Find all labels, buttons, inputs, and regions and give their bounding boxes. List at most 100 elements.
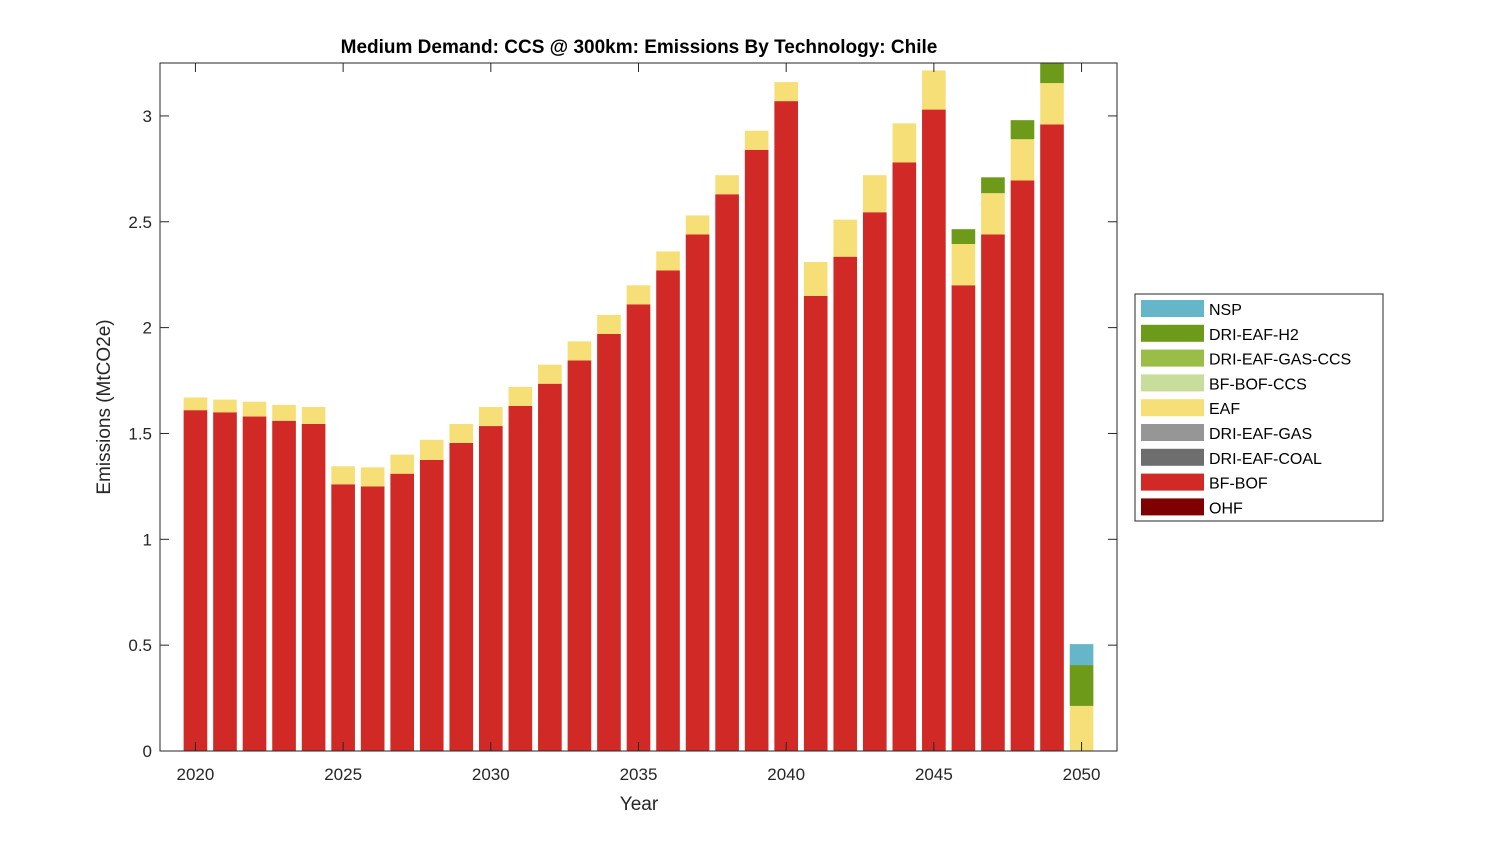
bar-nsp-2050 <box>1069 644 1094 666</box>
bar-bf-bof-2022 <box>242 416 267 751</box>
bar-eaf-2028 <box>419 439 444 460</box>
legend: NSP DRI-EAF-H2 DRI-EAF-GAS-CCS BF-BOF-CCS EA… <box>1134 293 1384 522</box>
bar-dri-eaf-h2-2046 <box>951 229 976 244</box>
bar-eaf-2050 <box>1069 705 1094 751</box>
y-axis-label: Emissions (MtCO2e) <box>94 319 115 494</box>
legend-label-dri-eaf-coal: DRI-EAF-COAL <box>1209 451 1322 468</box>
bar-bf-bof-2045 <box>922 109 946 751</box>
x-tick-label: 2050 <box>1063 765 1101 784</box>
bar-eaf-2034 <box>597 314 621 334</box>
bar-eaf-2021 <box>213 399 237 413</box>
bar-dri-eaf-h2-2050 <box>1069 665 1094 706</box>
legend-label-eaf: EAF <box>1209 401 1240 418</box>
y-tick-label: 2 <box>143 319 152 338</box>
bar-eaf-2049 <box>1040 83 1064 125</box>
bar-bf-bof-2043 <box>862 212 887 751</box>
bar-bf-bof-2030 <box>479 426 503 751</box>
legend-label-nsp: NSP <box>1209 302 1242 319</box>
bar-eaf-2048 <box>1010 139 1035 181</box>
y-tick-label: 0 <box>143 742 152 761</box>
legend-label-dri-eaf-gas-ccs: DRI-EAF-GAS-CCS <box>1209 352 1351 369</box>
bar-bf-bof-2035 <box>626 304 651 751</box>
bars-group <box>183 63 1094 751</box>
bar-bf-bof-2024 <box>301 423 326 751</box>
legend-label-ohf: OHF <box>1209 500 1243 517</box>
bar-bf-bof-2033 <box>567 360 592 751</box>
legend-swatch-bf-bof-ccs <box>1141 374 1204 392</box>
bar-eaf-2023 <box>272 404 296 421</box>
x-tick-label: 2030 <box>472 765 510 784</box>
bar-eaf-2020 <box>183 397 208 411</box>
bar-eaf-2045 <box>922 70 946 110</box>
y-tick-label: 1.5 <box>128 424 152 443</box>
legend-swatch-dri-eaf-gas-ccs <box>1141 349 1204 367</box>
legend-label-dri-eaf-gas: DRI-EAF-GAS <box>1209 426 1312 443</box>
bar-bf-bof-2031 <box>508 405 533 751</box>
y-tick-label: 3 <box>143 107 152 126</box>
bar-bf-bof-2042 <box>833 256 858 751</box>
x-tick-label: 2045 <box>915 765 953 784</box>
bar-bf-bof-2026 <box>360 486 385 751</box>
y-tick-label: 1 <box>143 530 152 549</box>
bar-eaf-2037 <box>685 215 710 235</box>
bar-bf-bof-2028 <box>419 459 444 751</box>
bar-bf-bof-2032 <box>538 383 562 751</box>
bar-eaf-2040 <box>774 82 798 102</box>
bar-eaf-2029 <box>449 423 474 443</box>
legend-swatch-nsp <box>1141 300 1204 317</box>
legend-swatch-dri-eaf-h2 <box>1141 324 1204 342</box>
x-tick-label: 2035 <box>620 765 658 784</box>
bar-eaf-2030 <box>479 407 503 427</box>
bar-bf-bof-2046 <box>951 285 976 751</box>
bar-eaf-2038 <box>715 175 739 195</box>
bar-eaf-2041 <box>803 261 828 296</box>
bar-bf-bof-2037 <box>685 234 710 751</box>
legend-label-dri-eaf-h2: DRI-EAF-H2 <box>1209 327 1299 344</box>
bar-bf-bof-2029 <box>449 442 474 751</box>
bar-bf-bof-2048 <box>1010 180 1035 751</box>
bar-eaf-2024 <box>301 407 326 424</box>
bar-eaf-2036 <box>656 251 680 271</box>
y-tick-label: 0.5 <box>128 636 152 655</box>
bar-bf-bof-2023 <box>272 420 296 751</box>
bar-bf-bof-2034 <box>597 333 621 751</box>
x-tick-label: 2020 <box>177 765 215 784</box>
bar-eaf-2033 <box>567 341 592 361</box>
bar-eaf-2027 <box>390 454 415 474</box>
bar-eaf-2031 <box>508 386 533 406</box>
bar-dri-eaf-h2-2048 <box>1010 120 1035 140</box>
legend-label-bf-bof: BF-BOF <box>1209 476 1268 493</box>
legend-label-bf-bof-ccs: BF-BOF-CCS <box>1209 376 1307 393</box>
bar-eaf-2035 <box>626 285 651 305</box>
bar-bf-bof-2025 <box>331 484 355 751</box>
legend-swatch-eaf <box>1141 399 1204 417</box>
bar-bf-bof-2039 <box>744 149 769 751</box>
bar-bf-bof-2038 <box>715 194 739 751</box>
bar-bf-bof-2020 <box>183 410 208 751</box>
x-axis-label: Year <box>620 794 659 815</box>
bar-dri-eaf-h2-2049 <box>1040 63 1064 84</box>
bar-bf-bof-2044 <box>892 162 917 751</box>
legend-swatch-ohf <box>1141 498 1204 516</box>
bar-bf-bof-2027 <box>390 473 415 751</box>
bar-eaf-2039 <box>744 130 769 150</box>
chart-title: Medium Demand: CCS @ 300km: Emissions By… <box>341 37 938 58</box>
bar-bf-bof-2036 <box>656 270 680 751</box>
bar-eaf-2032 <box>538 364 562 384</box>
x-tick-label: 2025 <box>324 765 362 784</box>
bar-bf-bof-2021 <box>213 412 237 751</box>
x-tick-label: 2040 <box>767 765 805 784</box>
bar-bf-bof-2040 <box>774 101 798 751</box>
bar-eaf-2043 <box>862 175 887 213</box>
x-axis: 2020 2025 2030 2035 2040 2045 2050 <box>177 63 1101 784</box>
bar-eaf-2026 <box>360 467 385 487</box>
bar-eaf-2022 <box>242 401 267 417</box>
legend-swatch-dri-eaf-gas <box>1141 424 1204 441</box>
bar-eaf-2046 <box>951 243 976 286</box>
bar-eaf-2044 <box>892 123 917 163</box>
bar-bf-bof-2047 <box>981 234 1005 751</box>
bar-eaf-2042 <box>833 219 858 257</box>
bar-bf-bof-2041 <box>803 295 828 751</box>
bar-dri-eaf-h2-2047 <box>981 177 1005 194</box>
